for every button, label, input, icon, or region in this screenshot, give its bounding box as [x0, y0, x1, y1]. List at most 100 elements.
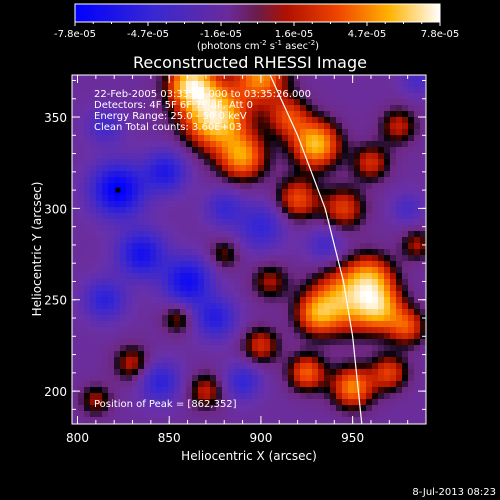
heatmap-cell: [162, 159, 169, 166]
heatmap-cell: [282, 255, 289, 262]
heatmap-cell: [234, 81, 241, 88]
heatmap-cell: [102, 135, 109, 142]
heatmap-cell: [264, 81, 271, 88]
heatmap-cell: [324, 219, 331, 226]
heatmap-cell: [138, 87, 145, 94]
heatmap-cell: [312, 345, 319, 352]
heatmap-cell: [246, 327, 253, 334]
heatmap-cell: [282, 237, 289, 244]
heatmap-cell: [126, 369, 133, 376]
heatmap-cell: [270, 141, 277, 148]
heatmap-cell: [318, 129, 325, 136]
heatmap-cell: [126, 231, 133, 238]
heatmap-cell: [84, 417, 91, 424]
heatmap-cell: [84, 153, 91, 160]
heatmap-cell: [234, 405, 241, 412]
heatmap-cell: [372, 279, 379, 286]
heatmap-cell: [396, 375, 403, 382]
heatmap-cell: [234, 195, 241, 202]
heatmap-cell: [354, 129, 361, 136]
heatmap-cell: [138, 81, 145, 88]
heatmap-cell: [204, 117, 211, 124]
heatmap-cell: [72, 141, 79, 148]
heatmap-cell: [324, 237, 331, 244]
heatmap-cell: [96, 147, 103, 154]
heatmap-cell: [342, 267, 349, 274]
heatmap-cell: [72, 291, 79, 298]
heatmap-cell: [396, 141, 403, 148]
heatmap-cell: [162, 345, 169, 352]
heatmap-cell: [390, 171, 397, 178]
heatmap-cell: [144, 243, 151, 250]
heatmap-cell: [144, 183, 151, 190]
heatmap-cell: [126, 195, 133, 202]
heatmap-cell: [318, 87, 325, 94]
heatmap-cell: [84, 405, 91, 412]
heatmap-cell: [360, 195, 367, 202]
heatmap-cell: [240, 285, 247, 292]
heatmap-cell: [228, 189, 235, 196]
heatmap-cell: [330, 183, 337, 190]
heatmap-cell: [90, 111, 97, 118]
heatmap-cell: [108, 285, 115, 292]
heatmap-cell: [120, 417, 127, 424]
heatmap-cell: [276, 267, 283, 274]
heatmap-cell: [114, 219, 121, 226]
heatmap-cell: [360, 333, 367, 340]
heatmap-cell: [228, 291, 235, 298]
heatmap-cell: [396, 129, 403, 136]
heatmap-cell: [120, 243, 127, 250]
heatmap-cell: [420, 231, 426, 238]
heatmap-cell: [198, 153, 205, 160]
heatmap-cell: [402, 411, 409, 418]
heatmap-cell: [300, 195, 307, 202]
heatmap-cell: [222, 273, 229, 280]
heatmap-cell: [126, 177, 133, 184]
heatmap-cell: [216, 135, 223, 142]
heatmap-cell: [270, 273, 277, 280]
heatmap-cell: [252, 141, 259, 148]
heatmap-cell: [186, 225, 193, 232]
heatmap-cell: [78, 339, 85, 346]
heatmap-cell: [348, 159, 355, 166]
heatmap-cell: [414, 129, 421, 136]
heatmap-cell: [288, 375, 295, 382]
heatmap-cell: [186, 171, 193, 178]
heatmap-cell: [396, 111, 403, 118]
heatmap-cell: [372, 297, 379, 304]
heatmap-cell: [276, 219, 283, 226]
heatmap-cell: [384, 111, 391, 118]
heatmap-cell: [414, 315, 421, 322]
heatmap-cell: [234, 159, 241, 166]
heatmap-cell: [168, 339, 175, 346]
heatmap-cell: [84, 303, 91, 310]
heatmap-cell: [162, 285, 169, 292]
heatmap-cell: [228, 417, 235, 424]
heatmap-cell: [396, 333, 403, 340]
heatmap-cell: [78, 255, 85, 262]
heatmap-cell: [360, 99, 367, 106]
heatmap-cell: [402, 345, 409, 352]
heatmap-cell: [360, 201, 367, 208]
heatmap-cell: [222, 99, 229, 106]
heatmap-cell: [318, 207, 325, 214]
heatmap-cell: [378, 207, 385, 214]
heatmap-cell: [72, 165, 79, 172]
heatmap-cell: [72, 135, 79, 142]
heatmap-cell: [252, 381, 259, 388]
heatmap-cell: [186, 381, 193, 388]
heatmap-cell: [414, 123, 421, 130]
heatmap-cell: [288, 297, 295, 304]
heatmap-cell: [222, 213, 229, 220]
heatmap-cell: [96, 183, 103, 190]
heatmap-cell: [108, 387, 115, 394]
heatmap-cell: [108, 81, 115, 88]
heatmap-cell: [420, 177, 426, 184]
heatmap-cell: [312, 393, 319, 400]
heatmap-cell: [264, 195, 271, 202]
x-tick-label: 850: [158, 431, 181, 445]
heatmap-cell: [378, 201, 385, 208]
heatmap-cell: [192, 375, 199, 382]
heatmap-cell: [324, 105, 331, 112]
heatmap-cell: [246, 177, 253, 184]
